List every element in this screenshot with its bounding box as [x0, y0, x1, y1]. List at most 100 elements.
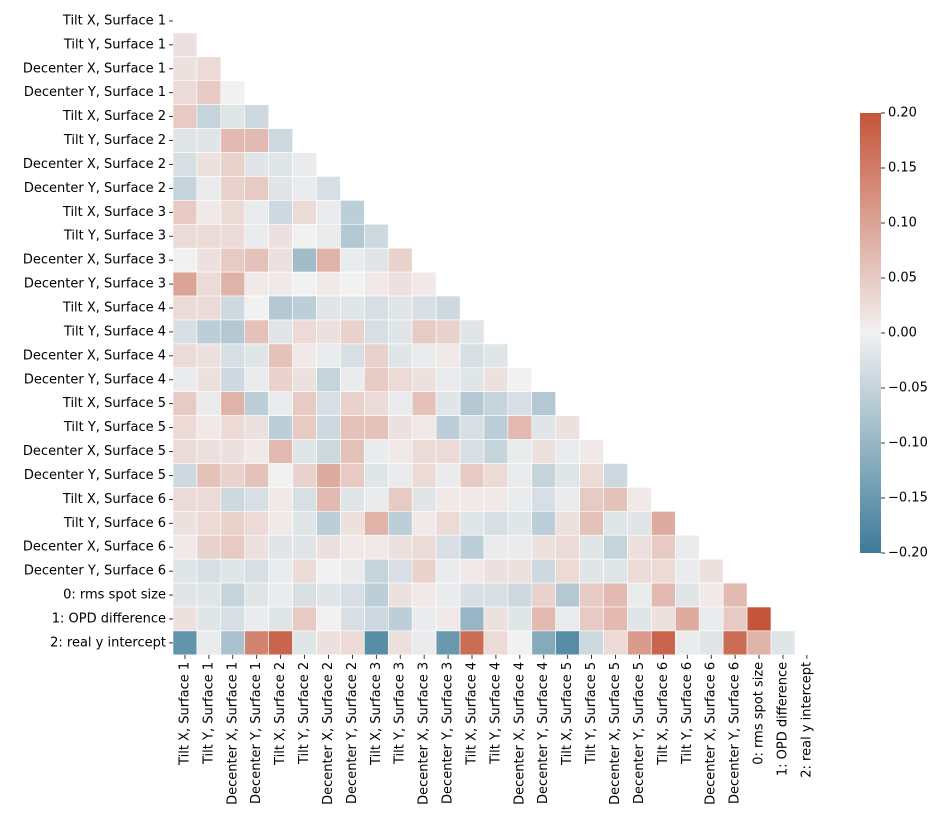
- heatmap-cell: [292, 367, 317, 393]
- heatmap-cell: [411, 534, 437, 560]
- heatmap-cell: [220, 367, 246, 393]
- heatmap-cell: [459, 463, 485, 488]
- heatmap-cell: [387, 367, 413, 393]
- heatmap-cell: [675, 534, 700, 560]
- heatmap-cell: [507, 606, 533, 632]
- heatmap-cell: [292, 176, 317, 201]
- heatmap-cell: [483, 391, 509, 416]
- heatmap-cell: [579, 534, 604, 560]
- heatmap-cell: [340, 319, 365, 345]
- heatmap-cell: [603, 606, 628, 632]
- heatmap-cell: [268, 463, 293, 488]
- heatmap-cell: [220, 128, 246, 153]
- heatmap-cell: [316, 630, 341, 656]
- heatmap-cell: [172, 247, 198, 273]
- heatmap-cell: [316, 558, 341, 584]
- heatmap-cell: [698, 582, 724, 608]
- heatmap-cell: [698, 558, 724, 584]
- heatmap-cell: [459, 606, 485, 632]
- heatmap-cell: [364, 582, 389, 608]
- colorbar-tick-label: 0.10: [888, 216, 917, 231]
- heatmap-cell: [340, 200, 365, 225]
- heatmap-cell: [364, 534, 389, 560]
- heatmap-cell: [244, 487, 269, 512]
- x-tick-label: Tilt X, Surface 6: [656, 662, 671, 766]
- heatmap-cell: [651, 534, 676, 560]
- heatmap-cell: [316, 319, 341, 345]
- heatmap-cell: [364, 343, 389, 369]
- heatmap-cell: [459, 534, 485, 560]
- heatmap-cell: [196, 582, 222, 608]
- heatmap-cell: [220, 391, 246, 416]
- y-tick-label: Tilt X, Surface 6: [62, 492, 166, 507]
- colorbar-tick-label: −0.15: [888, 491, 928, 506]
- heatmap-cell: [220, 487, 246, 512]
- heatmap-cell: [340, 630, 365, 656]
- y-tick-label: Decenter X, Surface 3: [23, 253, 166, 268]
- heatmap-cell: [220, 319, 246, 345]
- heatmap-cell: [220, 463, 246, 488]
- heatmap-cell: [316, 247, 341, 273]
- heatmap-cell: [340, 463, 365, 488]
- heatmap-cell: [483, 558, 509, 584]
- heatmap-cell: [172, 463, 198, 488]
- heatmap-cell: [627, 534, 652, 560]
- heatmap-cell: [292, 463, 317, 488]
- heatmap-cell: [172, 128, 198, 153]
- heatmap-cell: [196, 439, 222, 464]
- heatmap-cell: [603, 511, 628, 536]
- heatmap-cell: [507, 367, 533, 393]
- heatmap-cell: [340, 271, 365, 297]
- heatmap-cell: [196, 487, 222, 512]
- y-tick-label: Decenter Y, Surface 2: [24, 181, 166, 196]
- heatmap-cell: [411, 367, 437, 393]
- heatmap-cell: [459, 558, 485, 584]
- heatmap-cell: [292, 415, 317, 440]
- heatmap-cell: [698, 630, 724, 656]
- heatmap-cell: [411, 295, 437, 321]
- heatmap-cell: [316, 200, 341, 225]
- heatmap-cell: [435, 439, 461, 464]
- heatmap-cell: [196, 56, 222, 82]
- x-tick-label: Tilt X, Surface 5: [560, 662, 575, 766]
- heatmap-cell: [244, 367, 269, 393]
- heatmap-cell: [435, 558, 461, 584]
- heatmap-cell: [579, 630, 604, 656]
- heatmap-cell: [364, 487, 389, 512]
- heatmap-cell: [220, 534, 246, 560]
- heatmap-cell: [411, 558, 437, 584]
- heatmap-cell: [531, 487, 557, 512]
- heatmap-cell: [531, 630, 557, 656]
- heatmap-cell: [387, 606, 413, 632]
- y-tick-label: 0: rms spot size: [63, 588, 166, 603]
- heatmap-cell: [507, 391, 533, 416]
- colorbar-tick-label: −0.05: [888, 381, 928, 396]
- heatmap-cell: [555, 630, 580, 656]
- heatmap-cell: [196, 391, 222, 416]
- heatmap-cell: [268, 534, 293, 560]
- heatmap-cell: [196, 343, 222, 369]
- heatmap-cell: [387, 439, 413, 464]
- heatmap-cell: [196, 534, 222, 560]
- x-tick-label: Decenter Y, Surface 3: [441, 662, 456, 804]
- heatmap-cell: [387, 415, 413, 440]
- heatmap-cell: [531, 415, 557, 440]
- colorbar-tick-label: 0.00: [888, 326, 917, 341]
- x-tick-label: Decenter X, Surface 5: [608, 662, 623, 805]
- heatmap-cell: [435, 487, 461, 512]
- heatmap-cell: [196, 463, 222, 488]
- heatmap-cell: [244, 558, 269, 584]
- heatmap-cell: [483, 367, 509, 393]
- y-tick-label: Tilt Y, Surface 6: [63, 516, 166, 531]
- heatmap-cell: [531, 511, 557, 536]
- x-tick-label: 0: rms spot size: [752, 662, 767, 765]
- heatmap-cell: [364, 367, 389, 393]
- heatmap-cell: [196, 200, 222, 225]
- heatmap-cell: [531, 534, 557, 560]
- heatmap-cell: [196, 80, 222, 105]
- heatmap-cell: [675, 558, 700, 584]
- heatmap-cell: [675, 606, 700, 632]
- heatmap-cell: [555, 534, 580, 560]
- x-tick-label: Decenter Y, Surface 4: [536, 662, 551, 804]
- heatmap-cell: [268, 176, 293, 201]
